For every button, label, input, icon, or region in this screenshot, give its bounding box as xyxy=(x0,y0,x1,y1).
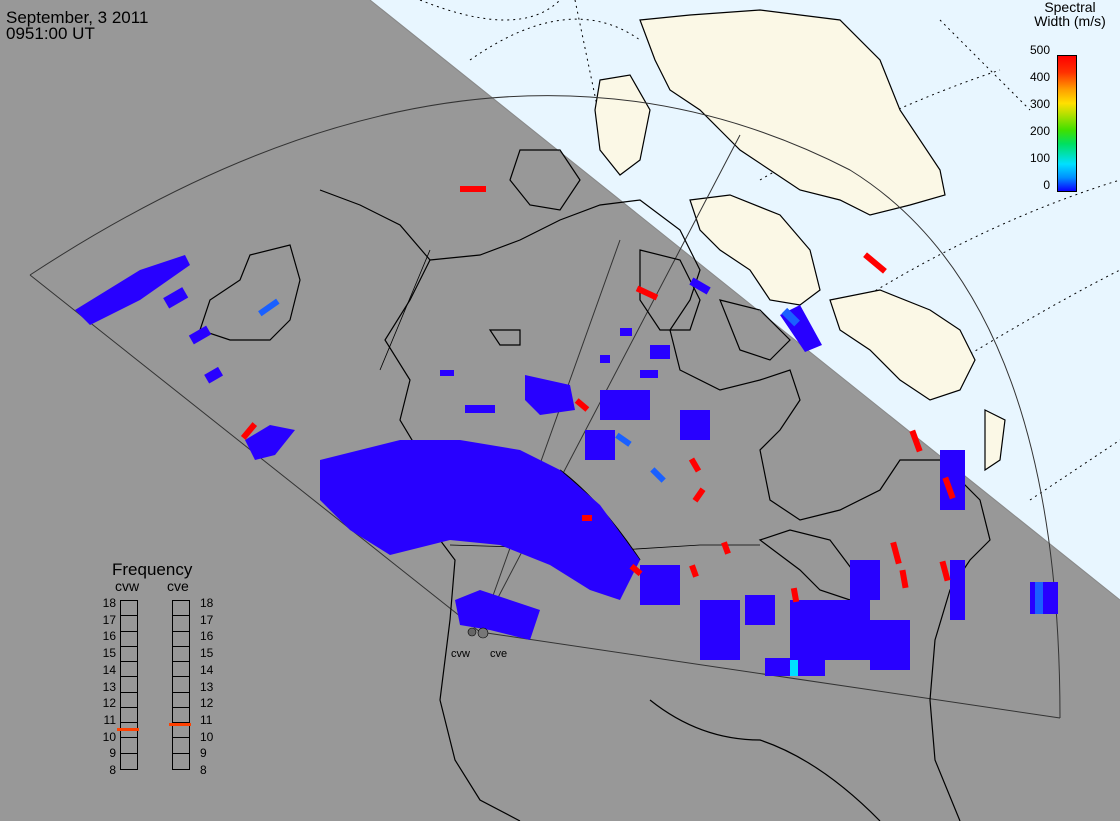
greenland-landmass xyxy=(594,9,1006,472)
colorbar-tick: 500 xyxy=(1029,43,1050,57)
radar-site-cve xyxy=(477,627,489,639)
date-label: September, 3 2011 xyxy=(6,8,149,27)
colorbar-title-line2: Width (m/s) xyxy=(1034,13,1106,29)
frequency-tick-left: 11 xyxy=(103,712,116,727)
frequency-tick-left: 14 xyxy=(102,662,116,677)
frequency-tick-right: 11 xyxy=(200,712,213,727)
frequency-radar-label: cvw xyxy=(115,578,140,594)
frequency-tick-right: 13 xyxy=(200,679,214,694)
frequency-tick-left: 12 xyxy=(102,696,116,711)
radar-site-cvw xyxy=(467,627,477,637)
frequency-tick-right: 17 xyxy=(200,612,214,627)
frequency-marker-cve xyxy=(169,723,191,727)
frequency-column-cvw xyxy=(120,600,138,770)
polar-grid xyxy=(419,0,1120,501)
backscatter-high xyxy=(240,186,956,603)
frequency-tick-left: 18 xyxy=(102,596,116,610)
colorbar-title-line1: Spectral xyxy=(1044,0,1096,15)
frequency-column-cve xyxy=(172,600,190,770)
timestamp-block: September, 3 2011 0951:00 UT xyxy=(6,8,149,43)
frequency-tick-left: 17 xyxy=(102,612,116,627)
colorbar-tick: 100 xyxy=(1029,151,1050,165)
terminator-line xyxy=(369,0,1120,601)
frequency-tick-left: 9 xyxy=(109,746,116,761)
frequency-tick-right: 12 xyxy=(200,696,214,711)
frequency-tick-right: 8 xyxy=(200,763,207,777)
frequency-marker-cvw xyxy=(117,728,139,732)
colorbar-tick: 200 xyxy=(1029,124,1050,138)
backscatter-cells xyxy=(75,255,1058,676)
frequency-title: Frequency xyxy=(112,560,193,579)
colorbar xyxy=(1057,55,1077,192)
backscatter-mid xyxy=(258,298,1043,614)
colorbar-title: Spectral Width (m/s) xyxy=(1020,0,1120,28)
colorbar-tick: 400 xyxy=(1029,70,1050,84)
backscatter-cyan xyxy=(790,660,798,676)
colorbar-tick: 0 xyxy=(1043,178,1050,192)
colorbar-tick: 300 xyxy=(1029,97,1050,111)
frequency-tick-right: 14 xyxy=(200,662,214,677)
frequency-tick-right: 9 xyxy=(200,746,207,761)
frequency-tick-left: 13 xyxy=(102,679,116,694)
frequency-tick-right: 18 xyxy=(200,596,214,610)
frequency-tick-right: 15 xyxy=(200,646,214,661)
radar-label-cvw: cvw xyxy=(451,648,470,660)
frequency-tick-right: 10 xyxy=(200,729,214,744)
radar-label-cve: cve xyxy=(490,648,508,660)
frequency-tick-left: 10 xyxy=(102,729,116,744)
frequency-tick-left: 8 xyxy=(109,763,116,777)
frequency-tick-right: 16 xyxy=(200,629,214,644)
frequency-tick-left: 15 xyxy=(102,646,116,661)
frequency-radar-label: cve xyxy=(167,578,189,594)
time-label: 0951:00 UT xyxy=(6,24,95,43)
frequency-tick-left: 16 xyxy=(102,629,116,644)
